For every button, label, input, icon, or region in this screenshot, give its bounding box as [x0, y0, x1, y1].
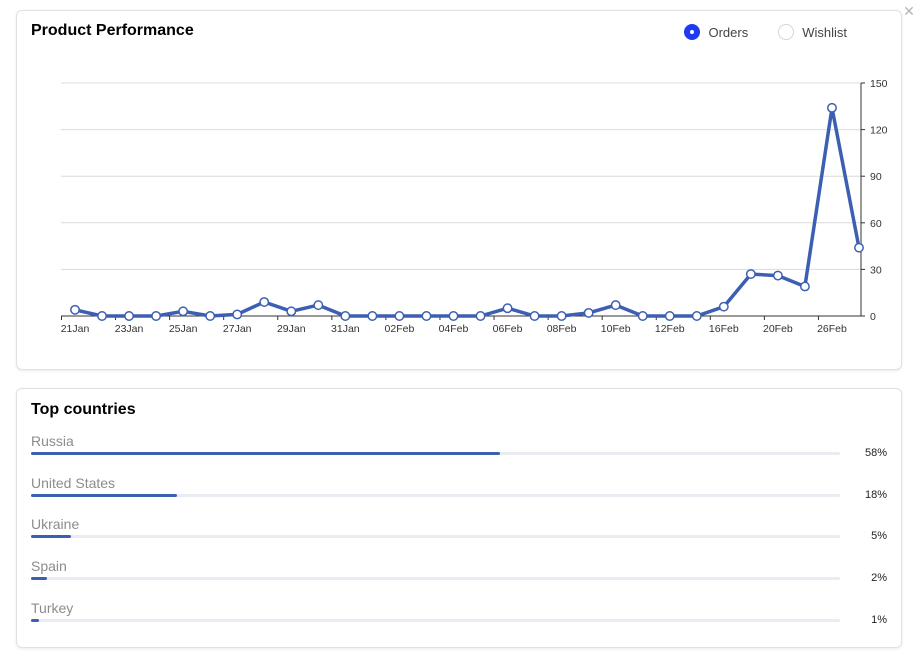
data-point: [583, 307, 594, 318]
country-percentage: 5%: [871, 530, 887, 543]
x-tick-label: 26Feb: [817, 323, 847, 335]
orders-radio[interactable]: [684, 24, 701, 40]
data-point: [367, 311, 378, 321]
x-tick-label: 25Jan: [169, 323, 198, 335]
country-name: Turkey: [31, 599, 74, 616]
orders-line-chart: 0 30 60 90 120 150 21Jan 23Jan 25Jan 27Jan 29Jan 31…: [61, 78, 888, 335]
country-bar-track: [31, 577, 840, 581]
data-point: [502, 303, 513, 314]
country-bar-fill: [31, 535, 72, 539]
data-point: [475, 311, 486, 321]
product-performance-card: Product Performance Orders Wishlist 0 30 6…: [16, 10, 902, 370]
x-tick-label: 21Jan: [61, 323, 90, 335]
x-tick-label: 06Feb: [493, 323, 523, 335]
country-percentage: 2%: [871, 572, 887, 585]
country-row: Spain 2%: [31, 558, 887, 600]
data-point: [313, 300, 324, 311]
country-name: Spain: [31, 558, 67, 575]
data-point: [529, 311, 540, 321]
country-row: United States 18%: [31, 475, 887, 517]
data-point: [178, 306, 189, 317]
data-point: [286, 306, 297, 317]
x-tick-label: 27Jan: [223, 323, 252, 335]
countries-title: Top countries: [31, 401, 136, 418]
data-point: [718, 301, 729, 312]
country-bar-fill: [31, 493, 177, 497]
country-bar-fill: [31, 618, 40, 622]
data-point: [664, 311, 675, 321]
country-row: Russia 58%: [31, 433, 887, 475]
x-tick-label: 08Feb: [547, 323, 577, 335]
top-countries-card: Top countries Russia 58% United States 18% U…: [16, 388, 902, 648]
data-point: [259, 297, 270, 307]
country-bar-track: [31, 452, 840, 455]
data-point: [691, 311, 702, 321]
country-bar-track: [31, 493, 840, 497]
y-tick-label: 90: [870, 171, 882, 183]
data-point: [745, 269, 756, 280]
country-name: Ukraine: [31, 516, 80, 533]
data-point: [232, 309, 243, 320]
x-tick-label: 29Jan: [277, 323, 306, 335]
y-tick-label: 120: [870, 125, 888, 137]
x-tick-label: 12Feb: [655, 323, 685, 335]
x-tick-label: 20Feb: [763, 323, 793, 335]
country-percentage: 18%: [864, 488, 887, 501]
orders-option[interactable]: Orders: [684, 24, 748, 40]
data-point: [124, 311, 135, 321]
country-percentage: 58%: [864, 447, 887, 459]
data-point: [799, 281, 810, 292]
wishlist-radio[interactable]: [778, 24, 795, 40]
country-name: United States: [31, 474, 116, 491]
country-row: Ukraine 5%: [31, 516, 887, 558]
orders-label: Orders: [708, 24, 749, 40]
x-tick-label: 23Jan: [115, 323, 144, 335]
country-bar-track: [31, 535, 840, 539]
metric-selector: Orders Wishlist: [684, 24, 847, 40]
wishlist-option[interactable]: Wishlist: [778, 24, 847, 40]
x-tick-label: 10Feb: [601, 323, 631, 335]
country-percentage: 1%: [871, 613, 887, 626]
data-point: [637, 311, 648, 321]
data-point: [205, 311, 216, 321]
close-icon[interactable]: ✕: [903, 3, 915, 19]
data-point: [70, 304, 80, 315]
y-tick-label: 0: [870, 311, 876, 323]
data-point: [610, 300, 621, 311]
data-point: [448, 311, 459, 321]
country-bar-fill: [31, 577, 48, 581]
y-tick-label: 60: [870, 218, 882, 230]
y-tick-label: 30: [870, 264, 882, 276]
wishlist-label: Wishlist: [802, 24, 847, 40]
y-tick-label: 150: [870, 78, 888, 90]
data-point: [556, 311, 567, 321]
x-tick-label: 04Feb: [439, 323, 469, 335]
country-bar-fill: [31, 452, 501, 455]
performance-title: Product Performance: [31, 22, 194, 39]
data-point: [394, 311, 405, 321]
country-row: Turkey 1%: [31, 600, 887, 642]
data-point: [340, 311, 351, 321]
series-line: [74, 106, 861, 318]
x-tick-label: 31Jan: [331, 323, 360, 335]
x-tick-label: 16Feb: [709, 323, 739, 335]
data-point: [827, 102, 837, 113]
country-name: Russia: [31, 433, 74, 449]
data-point: [97, 311, 107, 321]
data-point: [772, 270, 783, 281]
data-point: [854, 242, 864, 253]
x-tick-label: 02Feb: [385, 323, 415, 335]
data-point: [151, 311, 162, 321]
country-bar-track: [31, 618, 840, 622]
data-point: [421, 311, 432, 321]
